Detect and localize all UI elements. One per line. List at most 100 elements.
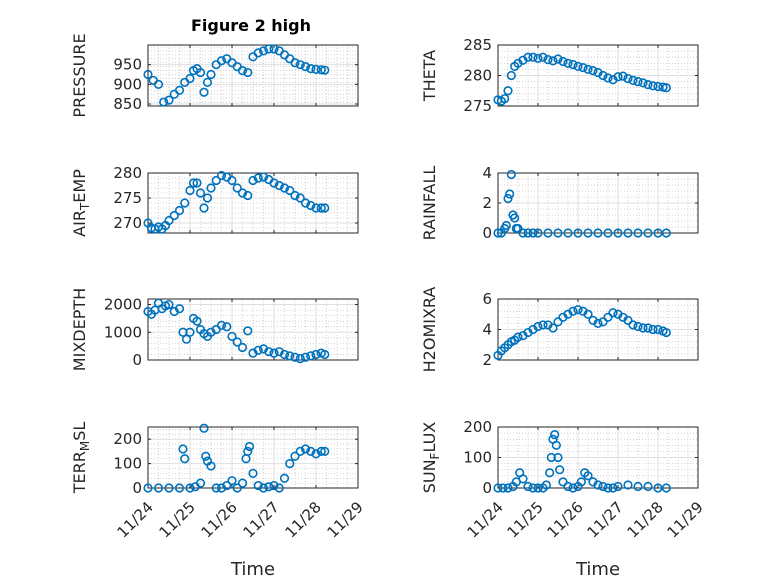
data-point [274,180,284,191]
data-point [306,351,316,361]
data-point [613,72,623,82]
data-point [658,82,668,92]
y-axis-label-part: EMP [70,169,89,203]
data-point [633,76,643,87]
data-point [505,189,515,199]
data-point [199,87,209,97]
data-point [279,183,290,193]
data-point [248,175,258,186]
y-tick-label: 4 [482,164,492,182]
data-point [290,451,300,461]
data-point [180,198,190,208]
data-point [661,228,671,238]
data-point [285,351,295,361]
data-point [243,190,253,201]
data-point [269,178,279,188]
axes-box [147,172,359,234]
data-point [164,299,174,310]
data-point [588,66,598,76]
data-point [306,64,316,74]
y-axis-label: H2OMIXRA [420,287,439,373]
x-axis-label: Time [230,559,275,580]
data-point [623,480,633,490]
data-point [199,203,209,213]
data-point [320,203,330,213]
data-point [232,483,242,493]
data-point [153,79,164,89]
y-axis-label-part: AIR [70,210,89,237]
data-point [320,65,330,75]
data-point [583,309,593,319]
data-point [643,323,653,333]
data-point [573,61,583,71]
data-point [576,477,586,487]
data-point [533,483,543,493]
data-point [558,477,568,487]
data-point [164,215,174,226]
markers [493,305,671,361]
data-point [279,473,290,483]
data-point [181,334,192,344]
data-point [608,308,618,318]
y-tick-label: 200 [113,430,142,448]
data-point [558,56,568,67]
data-point [503,86,513,96]
markers [143,44,330,107]
data-point [285,459,295,469]
data-point [568,483,578,493]
data-point [295,446,305,457]
data-point [279,349,290,360]
data-point [244,441,255,452]
subplot-air_temp: 270 275 280 AIRTEMP [70,164,359,237]
data-point [543,228,553,238]
data-point [290,190,300,201]
data-point [206,461,216,471]
data-point [243,67,253,78]
data-point [232,337,242,347]
data-point [269,348,279,358]
y-axis-label: RAINFALL [420,166,439,241]
data-point [178,444,188,454]
data-point [211,175,221,186]
data-point [253,48,263,58]
y-tick-label: 275 [113,189,142,207]
data-point [185,73,195,84]
y-tick-label: 100 [463,449,492,467]
data-point [661,483,671,493]
data-point [603,73,613,83]
data-point [623,73,633,84]
data-point [603,312,613,322]
data-point [195,188,206,198]
y-tick-label: 0 [482,224,492,242]
data-point [164,483,174,493]
data-point [541,480,551,490]
data-point [573,228,583,238]
subplot-h2omixra: 2 4 6 H2OMIXRA [420,287,699,373]
minor-grid [148,45,358,106]
data-point [638,323,648,333]
data-point [653,324,663,335]
data-point [143,483,153,493]
data-point [498,483,508,493]
markers [493,169,671,238]
data-point [538,320,548,330]
y-tick-label: 6 [482,290,492,308]
data-point [533,228,543,238]
data-point [258,172,269,182]
data-point [503,193,513,204]
y-tick-label: 4 [482,321,492,339]
data-point [211,483,221,493]
y-axis-label-part: LUX [420,422,439,453]
data-point [648,81,658,91]
markers [143,423,330,493]
data-point [269,480,279,491]
axes-box [147,298,359,361]
data-point [320,446,330,457]
y-tick-label: 0 [132,479,142,497]
data-point [169,210,179,221]
data-point [237,342,248,353]
data-point [553,317,563,327]
data-point [195,67,206,78]
data-point [628,320,638,330]
data-point [290,352,300,362]
